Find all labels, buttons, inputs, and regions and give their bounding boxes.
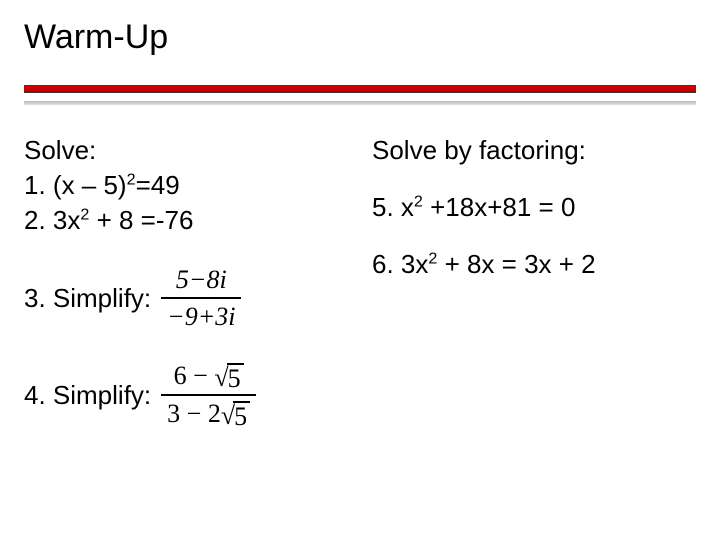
p4-num-op: − [193,361,208,390]
p4-num-sqrt: √5 [214,363,243,394]
right-column: Solve by factoring: 5. x2 +18x+81 = 0 6.… [372,133,696,456]
p3-den-b: 3 [215,302,228,331]
solve-heading: Solve: [24,133,348,168]
title-rule [24,85,696,93]
problem-5: 5. x2 +18x+81 = 0 [372,190,696,225]
p3-num-i: i [219,265,226,294]
p5-prefix: 5. x [372,192,414,222]
p3-denominator: −9+3i [161,297,241,334]
p4-denominator: 3 − 2√5 [161,394,256,432]
p5-exp: 2 [414,192,423,210]
p4-den-sqrt: √5 [221,401,250,432]
problem-4: 4. Simplify: 6 − √5 3 − 2√5 [24,358,348,431]
solve-block: Solve: 1. (x – 5)2=49 2. 3x2 + 8 =-76 [24,133,348,238]
p3-fraction: 5−8i −9+3i [161,262,241,334]
p2-suffix: + 8 =-76 [89,205,193,235]
title-rule-shadow [24,101,696,105]
p4-den-a: 3 [167,399,180,428]
slide: Warm-Up Solve: 1. (x – 5)2=49 2. 3x2 + 8… [0,0,720,540]
p3-label: 3. Simplify: [24,281,151,316]
radical-icon: √ [221,403,235,429]
p3-num-a: 5 [176,265,189,294]
p4-label: 4. Simplify: [24,378,151,413]
p1-prefix: 1. (x – 5) [24,170,127,200]
p4-den-op: − [187,399,202,428]
p3-den-a: −9 [167,302,198,331]
p3-den-i: i [228,302,235,331]
p4-num-radicand: 5 [227,363,244,394]
p1-exp: 2 [127,170,136,188]
p6-suffix: + 8x = 3x + 2 [437,249,595,279]
p4-num-a: 6 [174,361,187,390]
p5-suffix: +18x+81 = 0 [423,192,576,222]
p6-exp: 2 [428,250,437,268]
p3-num-b: 8 [206,265,219,294]
slide-title: Warm-Up [24,18,696,57]
problem-3: 3. Simplify: 5−8i −9+3i [24,262,348,334]
radical-icon: √ [214,365,228,391]
p2-exp: 2 [80,206,89,224]
problem-1: 1. (x – 5)2=49 [24,168,348,203]
problem-6: 6. 3x2 + 8x = 3x + 2 [372,247,696,282]
factoring-heading: Solve by factoring: [372,133,696,168]
p1-suffix: =49 [136,170,180,200]
p3-num-op: − [189,265,207,294]
content-columns: Solve: 1. (x – 5)2=49 2. 3x2 + 8 =-76 3.… [24,133,696,456]
p4-numerator: 6 − √5 [161,358,256,394]
problem-2: 2. 3x2 + 8 =-76 [24,203,348,238]
p3-numerator: 5−8i [161,262,241,297]
p4-den-radicand: 5 [233,401,250,432]
left-column: Solve: 1. (x – 5)2=49 2. 3x2 + 8 =-76 3.… [24,133,348,456]
p6-prefix: 6. 3x [372,249,428,279]
p4-fraction: 6 − √5 3 − 2√5 [161,358,256,431]
p3-den-op: + [198,302,216,331]
p2-prefix: 2. 3x [24,205,80,235]
p4-den-coef: 2 [208,399,221,428]
